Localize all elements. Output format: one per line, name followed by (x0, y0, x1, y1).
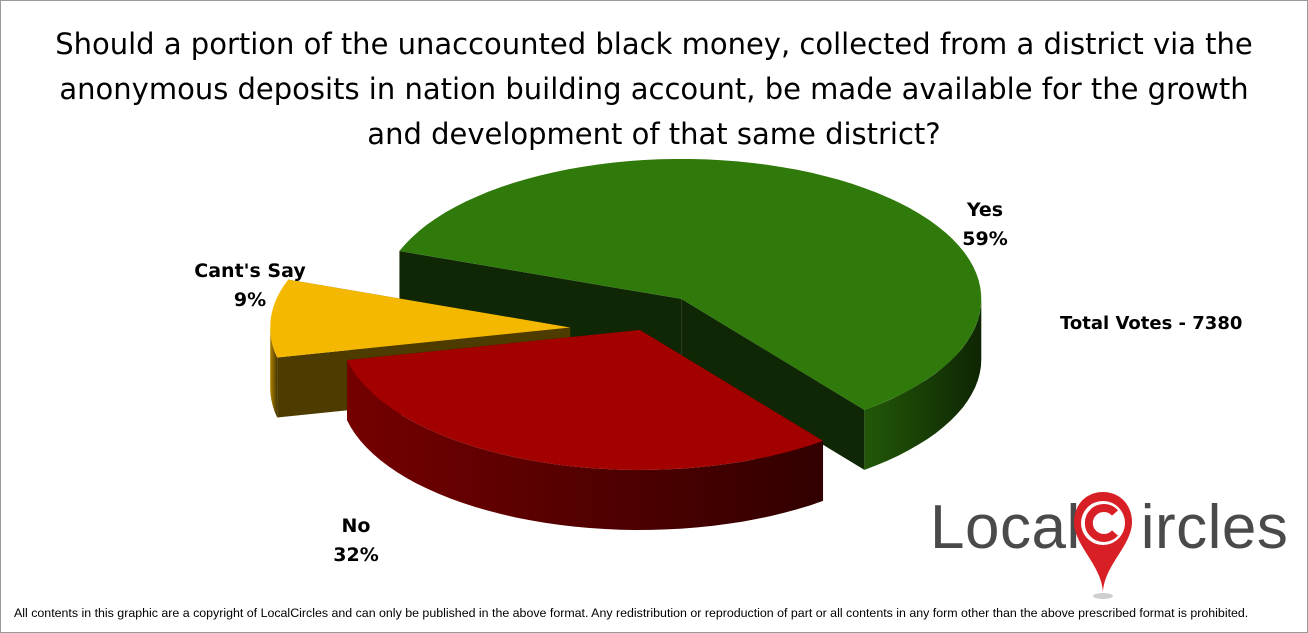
pie-slice-no (346, 330, 824, 530)
logo-text-right: ircles (1140, 493, 1289, 562)
slice-label-cant-say-pct: 9% (233, 289, 267, 311)
logo-text-left: Local (930, 493, 1081, 562)
total-votes: Total Votes - 7380 (1060, 313, 1243, 334)
pie-slice-yes (399, 159, 982, 470)
slice-label-no-name: No (341, 515, 371, 537)
pie-slice-yes-top (399, 159, 982, 410)
pie-slice-no-top (347, 330, 823, 470)
slice-label-cant-say-name: Cant's Say (194, 260, 306, 282)
slice-label-no: No 32% (306, 512, 406, 570)
slice-label-yes: Yes 59% (935, 196, 1035, 254)
logo-wordmark: Local ircles (930, 492, 1288, 563)
localcircles-logo: Local ircles (930, 486, 1288, 606)
map-pin-icon (1074, 492, 1132, 599)
pie-slice-yes-wall-0 (399, 251, 682, 359)
slice-label-cant-say: Cant's Say 9% (180, 257, 320, 315)
pie-slice-yes-rim (864, 298, 982, 470)
pie-slice-no-rim (347, 360, 823, 530)
copyright-footer: All contents in this graphic are a copyr… (14, 606, 1249, 620)
slice-label-yes-pct: 59% (962, 228, 1008, 250)
chart-title: Should a portion of the unaccounted blac… (55, 27, 1253, 151)
pie-slice-cant-s-say-rim (270, 327, 278, 418)
slice-label-no-pct: 32% (333, 544, 379, 566)
pie-slice-cant-s-say-top (270, 279, 571, 358)
pie-slice-yes-wall-1 (681, 298, 865, 470)
slice-label-yes-name: Yes (966, 199, 1004, 221)
